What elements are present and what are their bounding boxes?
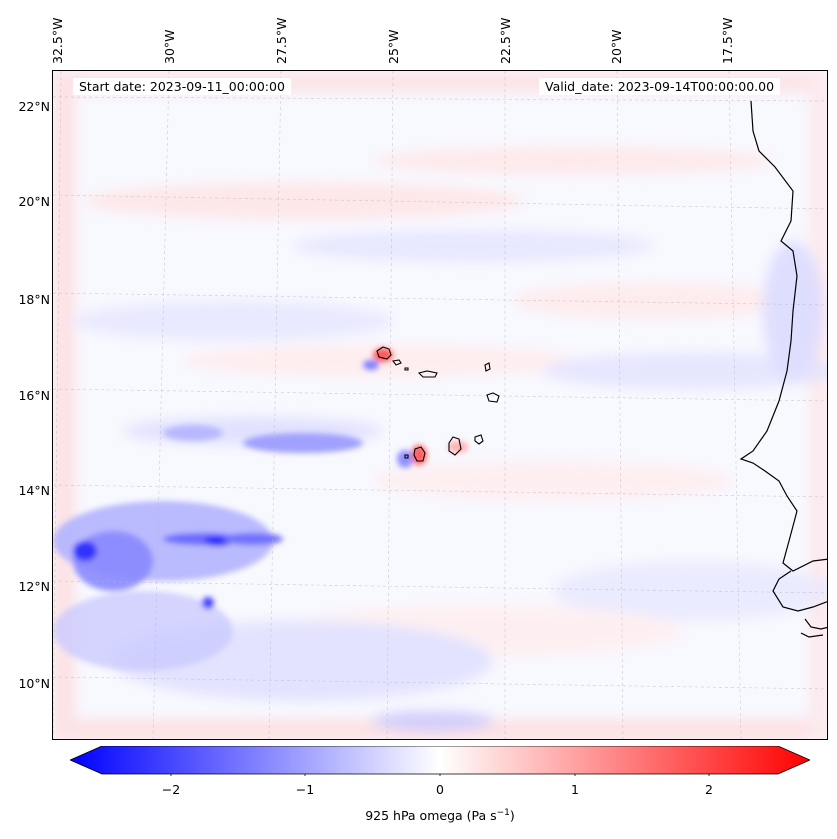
lon-label-32-5w: 32.5°W bbox=[50, 17, 65, 64]
lat-label-16n: 16°N bbox=[18, 388, 50, 403]
colorbar-tick-1: 1 bbox=[571, 782, 579, 797]
island-sao-vicente bbox=[392, 359, 402, 366]
lon-label-22-5w: 22.5°W bbox=[498, 17, 513, 64]
lon-label-30w: 30°W bbox=[162, 29, 177, 64]
colorbar-body bbox=[70, 746, 810, 775]
colorbar-tick-neg2: −2 bbox=[161, 782, 181, 797]
lon-label-27-5w: 27.5°W bbox=[274, 17, 289, 64]
island-brava bbox=[404, 454, 409, 459]
valid-date-label: Valid_date: 2023-09-14T00:00:00.00 bbox=[539, 78, 781, 95]
ascent-band-southwest bbox=[53, 425, 363, 671]
graticule bbox=[53, 71, 827, 739]
island-santo-antao bbox=[376, 346, 392, 360]
island-sao-nicolau bbox=[417, 370, 438, 378]
colorbar-tick-0: 0 bbox=[436, 782, 444, 797]
island-santiago bbox=[474, 434, 484, 445]
island-maio bbox=[448, 436, 462, 456]
lon-label-25w: 25°W bbox=[386, 29, 401, 64]
start-date-label: Start date: 2023-09-11_00:00:00 bbox=[73, 78, 291, 95]
colorbar-tick-2: 2 bbox=[705, 782, 713, 797]
african-coastline bbox=[739, 100, 827, 638]
lat-label-20n: 20°N bbox=[18, 194, 50, 209]
omega-map-panel bbox=[52, 70, 828, 740]
island-boa-vista bbox=[486, 392, 500, 403]
lat-label-18n: 18°N bbox=[18, 292, 50, 307]
omega-field-map bbox=[53, 71, 827, 739]
lon-label-17-5w: 17.5°W bbox=[720, 17, 735, 64]
island-sal bbox=[484, 362, 491, 372]
colorbar-tick-marks bbox=[170, 774, 710, 776]
lat-label-22n: 22°N bbox=[18, 99, 50, 114]
lat-label-14n: 14°N bbox=[18, 483, 50, 498]
colorbar-label: 925 hPa omega (Pa s−1) bbox=[365, 808, 515, 824]
colorbar bbox=[70, 746, 810, 776]
cape-verde-islands bbox=[376, 346, 500, 462]
lat-label-12n: 12°N bbox=[18, 579, 50, 594]
lon-label-20w: 20°W bbox=[609, 29, 624, 64]
island-fogo bbox=[413, 446, 426, 462]
colorbar-tick-neg1: −1 bbox=[295, 782, 315, 797]
island-santa-luzia bbox=[404, 367, 409, 371]
lat-label-10n: 10°N bbox=[18, 676, 50, 691]
